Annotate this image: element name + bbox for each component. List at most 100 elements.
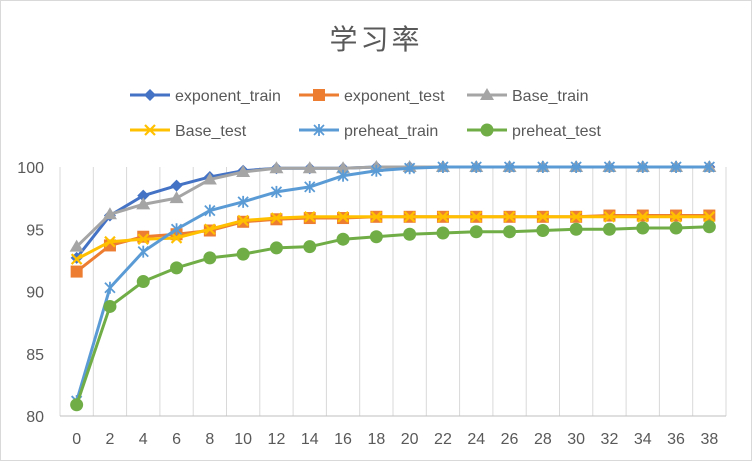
data-point (570, 211, 582, 223)
x-tick-label: 18 (367, 431, 385, 448)
x-tick-label: 10 (234, 431, 252, 448)
data-point (703, 161, 715, 173)
data-point (403, 227, 417, 241)
data-point (303, 240, 317, 254)
data-point (536, 223, 550, 237)
data-point (236, 164, 251, 177)
data-point (136, 197, 151, 210)
data-point (503, 161, 516, 173)
legend-label: exponent_test (344, 88, 445, 105)
data-point (637, 161, 649, 173)
data-point (304, 180, 316, 193)
x-tick-label: 4 (139, 431, 148, 448)
data-point (170, 223, 183, 236)
data-point (70, 253, 83, 265)
legend-label: Base_train (512, 88, 589, 105)
y-tick-label: 90 (26, 285, 44, 302)
data-point (236, 247, 250, 261)
data-point (103, 299, 117, 313)
data-point (169, 191, 184, 204)
legend-marker (480, 88, 494, 100)
series-base-test (70, 211, 716, 265)
data-point (104, 281, 116, 294)
data-point (370, 164, 382, 177)
data-point (336, 161, 351, 174)
data-point (137, 189, 150, 202)
legend-item-preheat-train: preheat_train (299, 123, 438, 140)
data-point (302, 161, 317, 174)
data-point (137, 245, 149, 258)
data-point (102, 207, 117, 220)
data-point (670, 161, 682, 173)
data-point (603, 161, 616, 173)
x-tick-label: 26 (501, 431, 519, 448)
data-point (369, 230, 383, 244)
data-point (602, 222, 616, 236)
series-line-preheat-train (75, 165, 710, 402)
legend-item-exponent-test: exponent_test (299, 88, 445, 105)
data-point (203, 251, 217, 265)
data-point (170, 261, 184, 275)
data-point (670, 211, 682, 223)
x-tick-label: 20 (401, 431, 419, 448)
legend-item-base-test: Base_test (130, 123, 247, 140)
x-tick-label: 24 (467, 431, 485, 448)
data-point (702, 220, 716, 234)
data-point (337, 169, 349, 182)
data-point (537, 161, 549, 173)
data-point (636, 221, 650, 235)
x-tick-label: 14 (301, 431, 319, 448)
legend-marker (313, 89, 325, 101)
data-point (469, 225, 483, 239)
x-tick-label: 22 (434, 431, 452, 448)
x-tick-label: 6 (172, 431, 181, 448)
y-tick-label: 80 (26, 409, 44, 426)
data-point (570, 161, 582, 173)
data-point (170, 179, 183, 192)
x-tick-label: 32 (601, 431, 619, 448)
legend-item-exponent-train: exponent_train (130, 88, 281, 105)
data-point (503, 225, 517, 239)
data-point (70, 398, 84, 412)
x-tick-label: 16 (334, 431, 352, 448)
data-point (470, 161, 482, 173)
y-tick-label: 85 (26, 347, 44, 364)
legend-label: preheat_test (512, 123, 602, 140)
legend-marker (144, 89, 156, 101)
legend-label: preheat_train (344, 123, 438, 140)
data-point (270, 185, 283, 198)
data-point (636, 211, 649, 223)
series-preheat-test (70, 220, 716, 412)
x-tick-label: 12 (268, 431, 286, 448)
x-tick-label: 34 (634, 431, 652, 448)
y-tick-label: 95 (26, 222, 44, 239)
data-point (204, 223, 216, 236)
x-tick-label: 36 (667, 431, 685, 448)
data-point (204, 204, 216, 217)
data-point (403, 211, 416, 223)
x-tick-label: 8 (205, 431, 214, 448)
data-point (137, 233, 150, 245)
data-point (669, 221, 683, 235)
data-point (470, 211, 483, 223)
data-point (437, 211, 449, 223)
data-point (569, 222, 583, 236)
chart-title: 学习率 (329, 23, 423, 56)
data-point (337, 211, 349, 223)
legend-marker (480, 123, 494, 137)
data-point (237, 214, 249, 227)
y-tick-label: 100 (17, 160, 44, 177)
legend-marker (313, 124, 325, 136)
data-point (303, 211, 316, 223)
x-tick-label: 0 (72, 431, 81, 448)
x-tick-label: 38 (700, 431, 718, 448)
data-point (503, 211, 516, 223)
data-point (237, 195, 249, 208)
legend-marker (144, 124, 156, 136)
data-point (603, 211, 616, 223)
data-point (269, 241, 283, 255)
data-point (136, 275, 150, 289)
x-tick-label: 2 (105, 431, 114, 448)
data-point (436, 226, 450, 240)
